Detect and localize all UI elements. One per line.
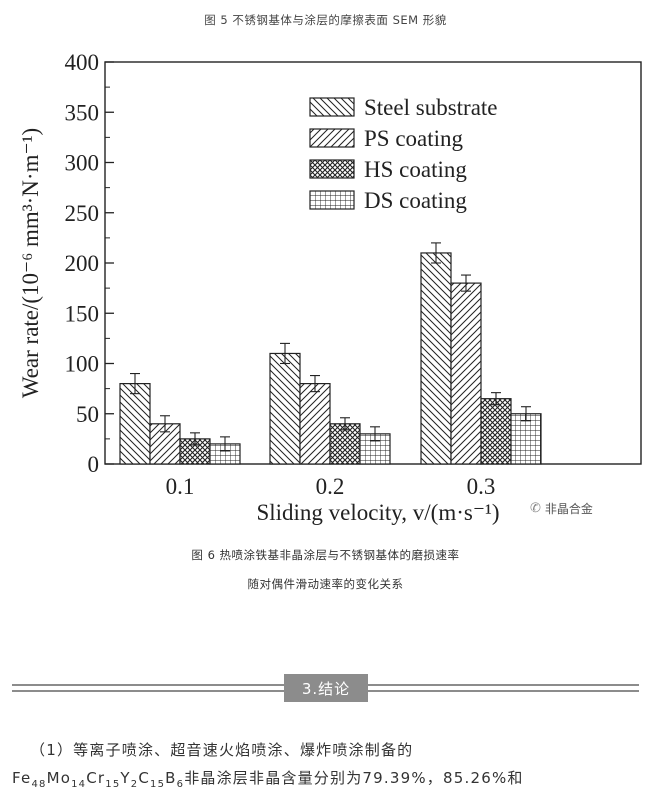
y-tick-label: 50 — [76, 402, 99, 427]
x-tick-label: 0.2 — [316, 474, 345, 499]
wechat-icon: ✆ — [530, 501, 541, 516]
bar — [329, 423, 361, 465]
formula-element: C — [138, 769, 151, 787]
x-axis: 0.1 0.2 0.3 — [166, 456, 496, 499]
x-tick-label: 0.1 — [166, 474, 195, 499]
legend-swatch — [309, 97, 355, 117]
formula-element: Fe — [12, 769, 32, 787]
paragraph-line-1: （1）等离子喷涂、超音速火焰喷涂、爆炸喷涂制备的 — [30, 741, 414, 759]
section-title: 3.结论 — [284, 674, 368, 702]
x-tick-label: 0.3 — [467, 474, 496, 499]
bar — [119, 383, 151, 465]
y-axis-label: Wear rate/(10⁻⁶ mm³·N·m⁻¹) — [18, 128, 43, 398]
legend-label: PS coating — [364, 126, 464, 151]
y-axis: 0 50 100 150 200 250 300 350 400 — [65, 50, 114, 477]
bar-series — [119, 242, 542, 465]
bar — [480, 398, 512, 465]
formula-subscript: 2 — [130, 779, 139, 790]
bar — [420, 252, 452, 465]
legend-label: HS coating — [364, 157, 467, 182]
formula-subscript: 14 — [71, 779, 87, 790]
watermark-text: 非晶合金 — [544, 502, 593, 516]
formula-element: Cr — [86, 769, 106, 787]
formula-element: Mo — [46, 769, 72, 787]
formula-element: Y — [120, 769, 131, 787]
wear-rate-chart: 0 50 100 150 200 250 300 350 400 0.1 0.2 0.3 Steel… — [18, 50, 642, 525]
y-tick-label: 100 — [65, 352, 100, 377]
formula-subscript: 6 — [176, 779, 185, 790]
bar — [299, 383, 331, 465]
legend-label: Steel substrate — [364, 95, 498, 120]
y-tick-label: 350 — [65, 100, 100, 125]
figure-caption-line-2: 随对偶件滑动速率的变化关系 — [247, 577, 404, 591]
bar — [450, 282, 482, 465]
paragraph-line-2-text: 非晶涂层非晶含量分别为79.39%，85.26%和 — [184, 769, 524, 787]
y-tick-label: 200 — [65, 251, 100, 276]
formula-subscript: 15 — [150, 779, 166, 790]
plot-frame — [104, 61, 642, 465]
formula-subscript: 15 — [105, 779, 121, 790]
legend-swatch — [309, 159, 355, 179]
alloy-formula: Fe48Mo14Cr15Y2C15B6 — [12, 769, 185, 790]
bar — [269, 352, 301, 465]
formula-subscript: 48 — [31, 779, 47, 790]
section-divider: 3.结论 — [0, 672, 651, 704]
x-axis-label: Sliding velocity, v/(m·s⁻¹) — [256, 500, 499, 525]
figure-caption-line-1: 图 6 热喷涂铁基非晶涂层与不锈钢基体的磨损速率 — [191, 548, 460, 562]
watermark: ✆ 非晶合金 — [530, 500, 593, 517]
bar — [510, 413, 542, 465]
legend-swatch — [309, 190, 355, 210]
legend-swatch — [309, 128, 355, 148]
legend: Steel substrate PS coating HS coating DS co… — [309, 95, 498, 213]
paragraph-line-2: Fe48Mo14Cr15Y2C15B6非晶涂层非晶含量分别为79.39%，85.… — [12, 768, 639, 795]
y-tick-label: 0 — [88, 452, 100, 477]
y-tick-label: 250 — [65, 201, 100, 226]
legend-label: DS coating — [364, 188, 467, 213]
y-tick-label: 400 — [65, 50, 100, 75]
y-tick-label: 150 — [65, 301, 100, 326]
y-tick-label: 300 — [65, 151, 100, 176]
formula-element: B — [165, 769, 177, 787]
previous-figure-caption: 图 5 不锈钢基体与涂层的摩擦表面 SEM 形貌 — [204, 13, 447, 27]
